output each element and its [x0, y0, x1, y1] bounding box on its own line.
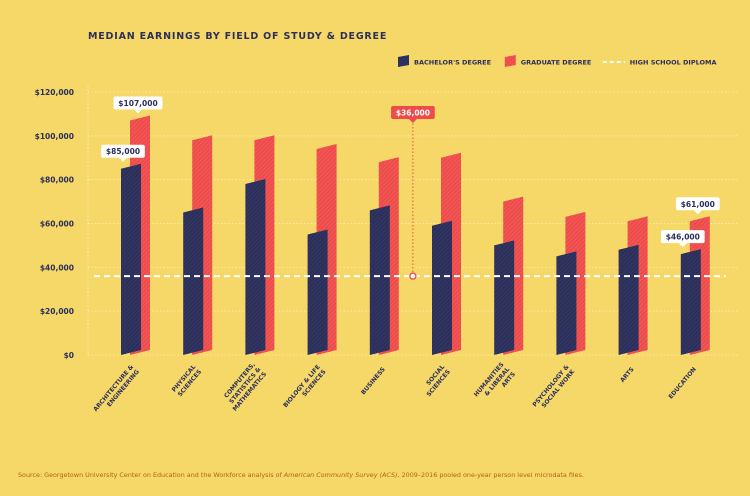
- legend-swatch: [398, 55, 409, 67]
- y-tick-label: $40,000: [40, 263, 74, 272]
- data-label-text: $85,000: [106, 147, 140, 156]
- category-label: ARCHITECTURE &ENGINEERING: [92, 364, 141, 418]
- category-label-line: ARTS: [619, 366, 636, 384]
- bar-bachelor: [121, 163, 141, 355]
- data-label-box: [113, 96, 163, 110]
- bar-bachelor: [307, 229, 328, 355]
- data-label-pointer: [119, 157, 127, 162]
- y-tick-label: $20,000: [40, 307, 74, 316]
- y-tick-label: $120,000: [35, 88, 74, 97]
- x-tick-label: ARCHITECTURE &ENGINEERING: [92, 364, 141, 418]
- bar-bachelor: [618, 244, 639, 355]
- data-label-box: [675, 197, 720, 211]
- x-tick-label: BIOLOGY & LIFESCIENCES: [282, 364, 327, 414]
- x-tick-label: ARTS: [619, 366, 636, 384]
- category-label: COMPUTERS,STATISTICS &MATHEMATICS: [220, 361, 268, 412]
- category-label-line: ARCHITECTURE &: [92, 364, 135, 413]
- legend-item: GRADUATE DEGREE: [504, 55, 592, 67]
- chart-title: MEDIAN EARNINGS BY FIELD OF STUDY & DEGR…: [88, 31, 387, 42]
- annotations: $107,000 $85,000 $36,000 $61,000 $46,000: [101, 96, 720, 280]
- source-prefix: Source: Georgetown University Center on …: [18, 471, 284, 479]
- data-label: $36,000: [391, 106, 435, 123]
- category-label-line: EDUCATION: [667, 366, 697, 400]
- legend-swatch: [504, 55, 516, 67]
- bar-bachelor: [680, 249, 701, 355]
- category-label: ARTS: [619, 366, 636, 384]
- x-tick-label: PSYCHOLOGY &SOCIAL WORK: [531, 363, 576, 413]
- data-label: $107,000: [113, 96, 163, 114]
- data-label-text: $46,000: [666, 233, 700, 242]
- y-tick-label: $80,000: [40, 176, 74, 185]
- data-label-pointer: [408, 119, 417, 123]
- data-label-box: [101, 144, 145, 158]
- header: MEDIAN EARNINGS BY FIELD OF STUDY & DEGR…: [88, 31, 387, 42]
- category-label: SOCIALSCIENCES: [420, 364, 452, 399]
- y-tick-label: $100,000: [35, 132, 74, 141]
- source-suffix: , 2009–2016 pooled one-year person level…: [397, 471, 584, 479]
- data-label-box: [660, 230, 705, 244]
- category-label: PHYSICALSCIENCES: [171, 364, 204, 399]
- data-label-pointer: [693, 210, 702, 215]
- y-tick-label: $0: [64, 351, 74, 360]
- y-tick-label: $60,000: [40, 220, 74, 229]
- source-italic: American Community Survey (ACS): [283, 471, 398, 479]
- bar-bachelor: [432, 220, 452, 355]
- bar-bachelor: [369, 205, 390, 355]
- legend-label: GRADUATE DEGREE: [521, 59, 592, 67]
- legend-label: HIGH SCHOOL DIPLOMA: [630, 59, 717, 67]
- legend-item: BACHELOR'S DEGREE: [398, 55, 491, 67]
- data-label-text: $61,000: [681, 200, 715, 209]
- y-axis: $0 $20,000 $40,000 $60,000 $80,000 $100,000 $1…: [35, 86, 89, 360]
- data-label-pointer: [134, 109, 142, 114]
- x-tick-label: HUMANITIES& LIBERALARTS: [473, 361, 517, 408]
- bars: [121, 115, 710, 355]
- data-label: $85,000: [101, 144, 145, 162]
- x-axis: ARCHITECTURE &ENGINEERING PHYSICALSCIENCE…: [92, 361, 698, 418]
- bar-bachelor: [556, 251, 577, 355]
- category-label: PSYCHOLOGY &SOCIAL WORK: [531, 363, 576, 413]
- bar-bachelor: [494, 240, 515, 355]
- x-tick-label: COMPUTERS,STATISTICS &MATHEMATICS: [220, 361, 268, 412]
- category-label: EDUCATION: [667, 366, 697, 400]
- data-label-text: $107,000: [118, 99, 157, 108]
- category-label: BIOLOGY & LIFESCIENCES: [282, 364, 327, 414]
- category-label-line: BUSINESS: [360, 366, 387, 396]
- category-label: HUMANITIES& LIBERALARTS: [473, 361, 517, 408]
- data-label-text: $36,000: [396, 109, 430, 118]
- data-label-box: [391, 106, 435, 119]
- data-label-pointer: [678, 243, 687, 248]
- source-note: Source: Georgetown University Center on …: [18, 471, 738, 479]
- reference-marker-dot: [409, 272, 417, 280]
- legend-item: HIGH SCHOOL DIPLOMA: [602, 59, 717, 67]
- bar-bachelor: [245, 179, 266, 355]
- x-tick-label: BUSINESS: [360, 366, 387, 396]
- x-tick-label: EDUCATION: [667, 366, 697, 400]
- data-label: $61,000: [675, 197, 720, 215]
- x-tick-label: PHYSICALSCIENCES: [171, 364, 204, 399]
- legend: BACHELOR'S DEGREE GRADUATE DEGREE HIGH SCH…: [398, 55, 717, 67]
- category-label: BUSINESS: [360, 366, 387, 396]
- legend-label: BACHELOR'S DEGREE: [414, 59, 491, 67]
- bar-bachelor: [183, 207, 204, 355]
- x-tick-label: SOCIALSCIENCES: [420, 364, 452, 399]
- data-label: $46,000: [660, 230, 705, 248]
